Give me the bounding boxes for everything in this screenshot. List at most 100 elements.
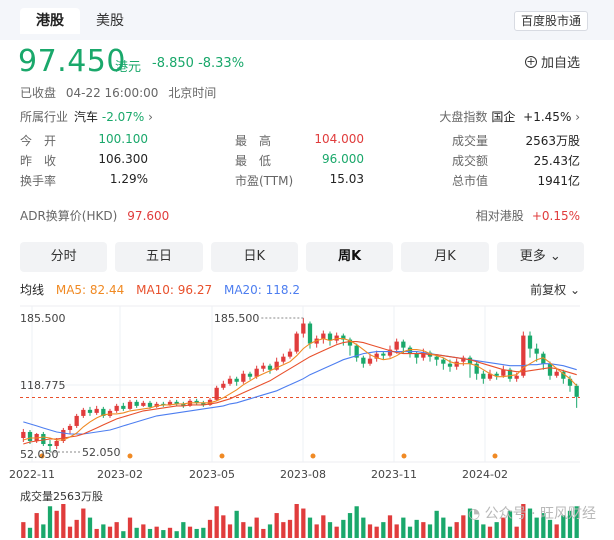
candle-body bbox=[294, 333, 299, 352]
tab-us-stock[interactable]: 美股 bbox=[96, 13, 124, 29]
candle-body bbox=[234, 378, 239, 382]
candle-body bbox=[474, 363, 479, 374]
prev-close-value: 106.300 bbox=[98, 152, 148, 166]
volume-bar bbox=[234, 510, 239, 538]
candle-body bbox=[94, 408, 99, 413]
baidu-stock-button[interactable]: 百度股市通 bbox=[513, 11, 588, 31]
high-label: 最 高 bbox=[235, 134, 272, 148]
candle-body bbox=[521, 335, 526, 376]
ma20-line bbox=[23, 351, 577, 435]
candle-body bbox=[307, 323, 313, 344]
candle-body bbox=[214, 387, 219, 400]
volume-bar bbox=[361, 517, 366, 538]
watermark: ◔ 公众号 · 旺风财经 bbox=[467, 506, 596, 522]
x-tick-label: 2023-11 bbox=[371, 468, 417, 481]
chevron-down-icon: ⌄ bbox=[569, 283, 580, 297]
volume-bar bbox=[294, 504, 299, 538]
market-cap-label: 总市值 bbox=[452, 174, 489, 188]
volume-bar bbox=[134, 527, 139, 538]
volume-bar bbox=[574, 506, 579, 538]
industry-link[interactable]: 所属行业 汽车 -2.07% › bbox=[20, 108, 153, 125]
pe-label: 市盈(TTM) bbox=[235, 174, 294, 188]
volume-bar bbox=[347, 513, 353, 538]
candle-body bbox=[281, 356, 286, 362]
index-link[interactable]: 大盘指数 国企 +1.45% › bbox=[439, 108, 580, 125]
low-label: 最 低 bbox=[235, 154, 272, 168]
relative-label: 相对港股 bbox=[475, 209, 524, 223]
event-marker bbox=[219, 453, 225, 459]
turnover-rate-value: 1.29% bbox=[109, 172, 148, 186]
volume-bar bbox=[141, 524, 146, 538]
tab-monthly-k[interactable]: 月K bbox=[401, 242, 489, 272]
candle-body bbox=[574, 385, 579, 397]
candle-body bbox=[561, 371, 566, 379]
x-tick-label: 2023-02 bbox=[97, 468, 143, 481]
add-favorite-label: 加自选 bbox=[540, 56, 580, 71]
industry-label: 所属行业 bbox=[20, 110, 69, 124]
kline-chart[interactable]: 2022-11 2023-02 2023-05 2023-08 2023-11 2024-… bbox=[0, 300, 614, 540]
event-marker bbox=[401, 453, 407, 459]
open-value: 100.100 bbox=[98, 132, 148, 146]
volume-bar bbox=[161, 530, 166, 538]
volume-bar bbox=[327, 522, 333, 538]
market-tabbar: 港股 美股 百度股市通 bbox=[0, 0, 614, 40]
volume-bar bbox=[241, 522, 246, 538]
y-tick-label: 52.050 bbox=[20, 448, 59, 461]
volume-bar bbox=[401, 517, 406, 538]
market-status: 已收盘 04-22 16:00:00 北京时间 bbox=[20, 84, 222, 101]
candle-body bbox=[181, 403, 186, 406]
candle-body bbox=[287, 351, 293, 357]
candle-body bbox=[507, 369, 513, 379]
volume-bar bbox=[487, 526, 493, 538]
candle-body bbox=[534, 348, 539, 354]
candle-body bbox=[501, 369, 506, 376]
index-change: +1.45% bbox=[523, 110, 572, 124]
adr-price: ADR换算价(HKD) 97.600 bbox=[20, 207, 169, 224]
volume-bar bbox=[247, 526, 253, 538]
tab-more[interactable]: 更多 ⌄ bbox=[496, 242, 584, 272]
tab-five-day[interactable]: 五日 bbox=[115, 242, 203, 272]
candle-body bbox=[21, 431, 26, 438]
volume-bar bbox=[61, 504, 66, 538]
chevron-down-icon: ⌄ bbox=[549, 249, 561, 264]
candle-body bbox=[481, 373, 486, 379]
volume-bar bbox=[227, 524, 233, 538]
adjust-label: 前复权 bbox=[530, 283, 567, 297]
adjust-mode[interactable]: 前复权 ⌄ bbox=[530, 281, 580, 298]
candle-body bbox=[514, 375, 519, 379]
x-tick-label: 2024-02 bbox=[462, 468, 508, 481]
add-favorite-button[interactable]: + 加自选 bbox=[524, 52, 580, 71]
volume-bar bbox=[421, 522, 426, 538]
volume-bar bbox=[314, 524, 319, 538]
candle-body bbox=[227, 378, 233, 384]
candle-body bbox=[401, 341, 406, 348]
candle-body bbox=[147, 402, 153, 407]
tab-hk-stock[interactable]: 港股 bbox=[20, 8, 80, 34]
x-tick-label: 2022-11 bbox=[9, 468, 55, 481]
volume-bar bbox=[461, 515, 466, 538]
candle-body bbox=[254, 368, 259, 377]
volume-label: 成交量 bbox=[452, 134, 489, 148]
candle-body bbox=[381, 353, 386, 356]
industry-name: 汽车 bbox=[74, 110, 99, 124]
tab-intraday[interactable]: 分时 bbox=[20, 242, 108, 272]
volume-bar bbox=[447, 526, 453, 538]
volume-bar bbox=[167, 527, 173, 538]
tab-weekly-k[interactable]: 周K bbox=[305, 242, 394, 272]
ma5-line bbox=[23, 338, 578, 441]
candle-body bbox=[194, 400, 199, 403]
period-tabs: 分时 五日 日K 周K 月K 更多 ⌄ bbox=[20, 242, 584, 272]
candle-body bbox=[221, 383, 226, 388]
volume-bar bbox=[181, 522, 186, 538]
tab-daily-k[interactable]: 日K bbox=[210, 242, 298, 272]
volume-bar bbox=[307, 517, 313, 538]
current-price: 97.450 bbox=[18, 44, 126, 79]
ma10-value: MA10: 96.27 bbox=[136, 283, 213, 297]
volume-value: 2563万股 bbox=[525, 134, 580, 148]
x-tick-label: 2023-08 bbox=[280, 468, 326, 481]
candle-body bbox=[101, 408, 106, 416]
candle-body bbox=[87, 409, 93, 413]
candle-body bbox=[461, 357, 466, 362]
candle-body bbox=[127, 401, 133, 409]
volume-bar bbox=[481, 524, 486, 538]
